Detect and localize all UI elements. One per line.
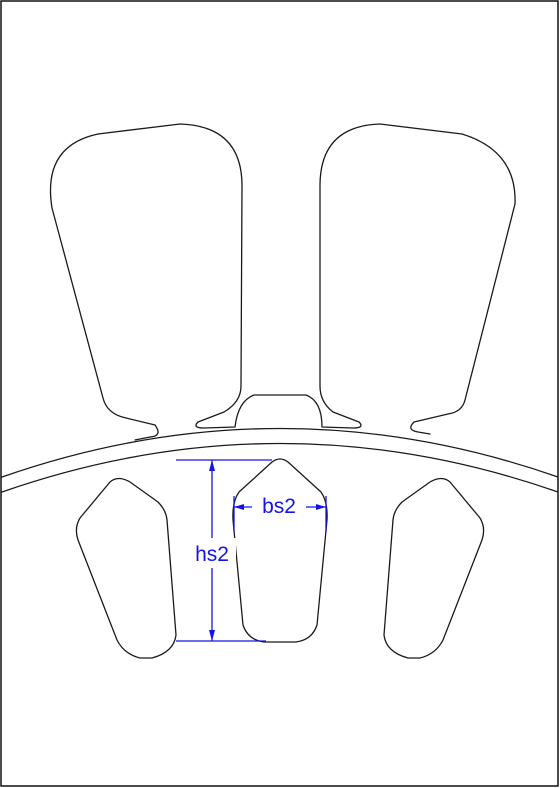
stator-slot-left — [97, 123, 516, 435]
rotor-slot-left — [75, 477, 177, 659]
bs2-label: bs2 — [262, 495, 296, 518]
rotor-slot-right — [383, 477, 485, 659]
bs2-arrow-left — [234, 504, 244, 510]
rotor-slot-center — [232, 458, 328, 643]
hs2-label-background — [188, 538, 236, 568]
dimension-hs2: hs2 — [176, 459, 272, 642]
bs2-label-background — [252, 492, 306, 518]
dimension-bs2: bs2 — [233, 492, 327, 532]
hs2-arrow-bottom — [209, 630, 215, 641]
bs2-arrow-right — [316, 504, 326, 510]
stator-tooth-right-edge — [49, 133, 159, 441]
hs2-label: hs2 — [195, 543, 229, 566]
airgap-outer-arc — [1, 427, 559, 478]
hs2-arrow-top — [209, 460, 215, 471]
airgap-inner-arc — [1, 442, 559, 493]
